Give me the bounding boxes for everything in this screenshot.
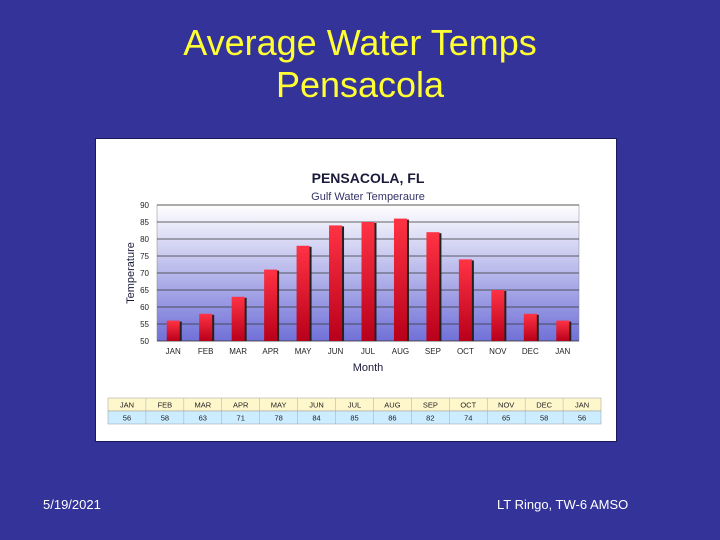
slide-title-line-2: Pensacola: [275, 64, 445, 105]
bar: [458, 259, 472, 341]
x-tick-label: JUN: [328, 347, 344, 356]
x-tick-label: JAN: [555, 347, 570, 356]
x-tick-label: NOV: [489, 347, 507, 356]
table-month-cell: JAN: [575, 401, 589, 410]
y-tick-label: 80: [140, 235, 149, 244]
table-value-cell: 71: [237, 414, 245, 423]
y-axis-label: Temperature: [125, 242, 137, 304]
table-month-cell: MAY: [271, 401, 287, 410]
x-tick-label: AUG: [392, 347, 409, 356]
table-value-row: [107, 410, 602, 425]
table-month-cell: OCT: [460, 401, 476, 410]
x-tick-label: OCT: [457, 347, 474, 356]
table-value-cell: 65: [502, 414, 510, 423]
table-value-cell: 84: [312, 414, 320, 423]
table-month-cell: APR: [233, 401, 249, 410]
x-tick-label: FEB: [198, 347, 214, 356]
table-month-cell: SEP: [423, 401, 438, 410]
table-month-cell: MAR: [194, 401, 211, 410]
chart-subtitle: Gulf Water Temperaure: [311, 191, 425, 203]
y-tick-label: 85: [140, 218, 149, 227]
bar: [329, 225, 343, 341]
slide-title: Average Water Temps Pensacola: [0, 22, 720, 106]
table-value-cell: 85: [350, 414, 358, 423]
bar: [296, 245, 310, 341]
table-value-cell: 82: [426, 414, 434, 423]
x-axis-label: Month: [353, 362, 384, 374]
x-tick-label: MAR: [229, 347, 247, 356]
table-month-cell: NOV: [498, 401, 514, 410]
chart-frame: PENSACOLA, FL Gulf Water Temperaure Temp…: [95, 138, 617, 442]
x-tick-label: JUL: [361, 347, 376, 356]
y-tick-label: 70: [140, 269, 149, 278]
bar: [361, 222, 375, 341]
table-month-cell: JUN: [309, 401, 324, 410]
y-tick-label: 90: [140, 201, 149, 210]
bar: [264, 269, 278, 341]
bar: [491, 290, 505, 341]
table-value-cell: 56: [123, 414, 131, 423]
bar: [199, 313, 213, 341]
bar: [556, 320, 570, 341]
slide-title-line-1: Average Water Temps: [183, 22, 537, 63]
table-value-cell: 58: [161, 414, 169, 423]
bar: [426, 232, 440, 341]
bar: [393, 218, 407, 341]
table-month-cell: FEB: [158, 401, 173, 410]
bar: [231, 296, 245, 341]
table-value-cell: 56: [578, 414, 586, 423]
table-month-cell: JUL: [348, 401, 361, 410]
water-temp-chart: PENSACOLA, FL Gulf Water Temperaure Temp…: [107, 154, 602, 425]
footer-date: 5/19/2021: [43, 497, 101, 512]
footer-credit: LT Ringo, TW-6 AMSO: [497, 497, 629, 512]
x-tick-label: SEP: [425, 347, 441, 356]
table-month-cell: JAN: [120, 401, 134, 410]
y-tick-label: 55: [140, 320, 149, 329]
table-value-cell: 58: [540, 414, 548, 423]
chart-title: PENSACOLA, FL: [312, 170, 425, 186]
y-tick-label: 65: [140, 286, 149, 295]
x-tick-label: APR: [262, 347, 279, 356]
table-month-cell: AUG: [384, 401, 400, 410]
y-tick-label: 60: [140, 303, 149, 312]
y-tick-label: 75: [140, 252, 149, 261]
table-value-cell: 78: [274, 414, 282, 423]
bar: [166, 320, 180, 341]
y-tick-label: 50: [140, 337, 149, 346]
table-value-cell: 63: [199, 414, 207, 423]
table-value-cell: 86: [388, 414, 396, 423]
x-tick-label: MAY: [295, 347, 312, 356]
table-value-cell: 74: [464, 414, 472, 423]
table-month-cell: DEC: [536, 401, 552, 410]
x-tick-label: JAN: [166, 347, 181, 356]
x-tick-label: DEC: [522, 347, 539, 356]
bar: [523, 313, 537, 341]
